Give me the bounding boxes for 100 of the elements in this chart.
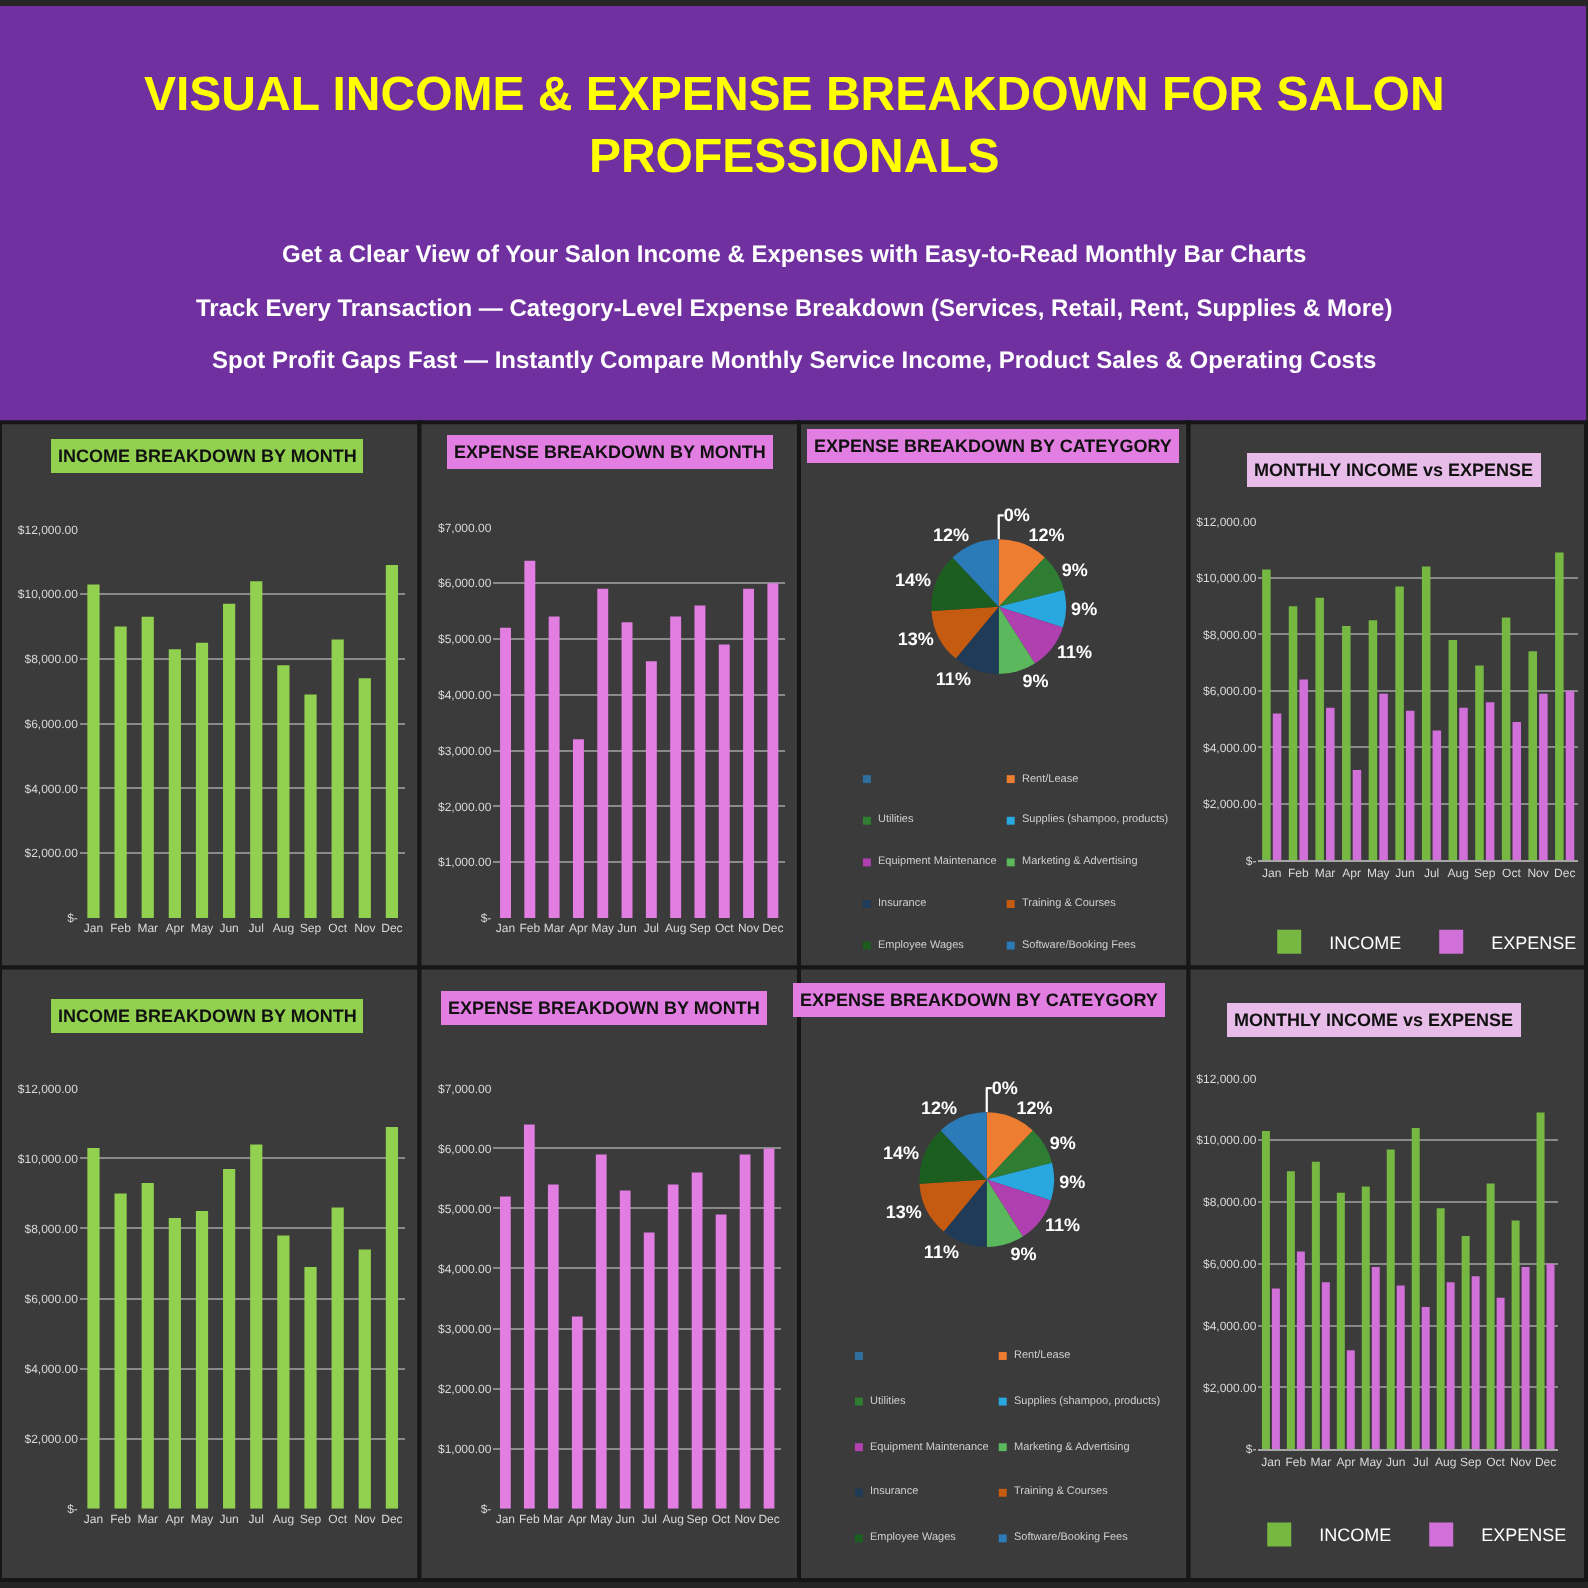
- bar: [1286, 1171, 1295, 1450]
- bar: [1448, 640, 1458, 861]
- data-label: 12%: [1016, 1098, 1053, 1119]
- bar: [168, 649, 181, 918]
- pie-slice: [919, 1130, 987, 1184]
- bar: [87, 584, 100, 918]
- chart-title: EXPENSE BREAKDOWN BY MONTH: [454, 442, 766, 462]
- bar: [1421, 566, 1431, 861]
- bar: [114, 1193, 127, 1509]
- bar: [548, 616, 560, 918]
- legend-label: EXPENSE: [1491, 932, 1577, 953]
- bar: [1405, 710, 1415, 861]
- data-label: 9%: [1022, 670, 1049, 691]
- bar: [223, 603, 236, 918]
- bar: [114, 626, 127, 918]
- bar: [331, 1207, 344, 1509]
- bar: [304, 694, 317, 918]
- data-label: 12%: [932, 525, 969, 546]
- bar: [499, 1196, 511, 1509]
- text: Spot Profit Gaps Fast — Instantly Compare Monthly Service Income, Product Sales & Operating Costs: [212, 346, 1377, 374]
- bar: [1296, 1251, 1305, 1450]
- bar: [1421, 1307, 1430, 1450]
- data-label: 9%: [1049, 1132, 1076, 1153]
- bar: [1471, 1276, 1480, 1450]
- data-label: 11%: [1045, 1214, 1081, 1235]
- text: VISUAL INCOME & EXPENSE BREAKDOWN FOR SALON PROFESSIONALS: [144, 68, 1445, 185]
- bar: [1261, 1130, 1270, 1450]
- bar: [1555, 552, 1564, 861]
- bar: [385, 1126, 399, 1509]
- bar: [571, 1316, 583, 1509]
- bar: [645, 661, 657, 918]
- legend-label: INCOME: [1329, 932, 1402, 953]
- bar: [694, 605, 706, 918]
- bar: [1272, 713, 1282, 861]
- bar: [1342, 625, 1351, 861]
- bar: [1501, 617, 1511, 861]
- text: EXPENSE BREAKDOWN BY CATEYGORY: [814, 436, 1172, 456]
- bar: [767, 583, 779, 918]
- bar: [195, 642, 209, 918]
- text: Get a Clear View of Your Salon Income & Expenses with Easy-to-Read Monthly Bar Charts: [282, 240, 1307, 268]
- pie-slice: [931, 606, 999, 659]
- pie-slice: [998, 606, 1035, 675]
- bar: [621, 622, 633, 918]
- bar: [250, 1144, 263, 1509]
- bar: [743, 588, 755, 918]
- pie-slice: [986, 1130, 1053, 1180]
- data-label: 14%: [883, 1143, 920, 1164]
- bar: [277, 665, 290, 918]
- bar: [331, 639, 344, 918]
- bar: [715, 1214, 727, 1509]
- chart-title: INCOME BREAKDOWN BY MONTH: [58, 446, 357, 466]
- pie-slice: [931, 557, 999, 611]
- bar: [1395, 586, 1404, 861]
- bar: [1336, 1192, 1345, 1450]
- bar: [1536, 1112, 1545, 1450]
- bar: [619, 1190, 631, 1509]
- pie-slice: [940, 1112, 987, 1180]
- data-label: 14%: [895, 570, 932, 591]
- bar: [1496, 1297, 1505, 1450]
- bar: [1511, 1220, 1520, 1450]
- data-label: 9%: [1061, 559, 1088, 580]
- bar: [1361, 1186, 1370, 1450]
- bar: [1379, 693, 1388, 861]
- bar: [277, 1235, 290, 1509]
- data-label: 12%: [1028, 525, 1065, 546]
- bar: [1486, 1183, 1495, 1450]
- bar: [1475, 665, 1484, 861]
- pie-slice: [986, 1112, 1033, 1180]
- bar: [1461, 1236, 1470, 1450]
- bar: [1459, 707, 1468, 861]
- bar: [1371, 1266, 1380, 1450]
- chart-title: MONTHLY INCOME vs EXPENSE: [1254, 460, 1534, 480]
- bar: [670, 616, 682, 918]
- bar: [141, 616, 154, 918]
- pie-slice: [919, 1179, 987, 1232]
- bar: [358, 678, 371, 918]
- bar: [141, 1182, 154, 1509]
- bar: [1436, 1208, 1445, 1450]
- bar: [1528, 651, 1537, 861]
- bar: [572, 739, 584, 918]
- data-label: 9%: [1059, 1171, 1086, 1192]
- text: 0%: [991, 1078, 1018, 1099]
- text: 0%: [1003, 505, 1030, 526]
- pie-slice: [986, 1179, 1023, 1247]
- pie-slice: [952, 539, 999, 607]
- bar: [523, 1124, 535, 1509]
- bar: [643, 1232, 655, 1509]
- bar: [1485, 702, 1495, 861]
- pie-slice: [955, 606, 999, 675]
- bar: [1315, 597, 1324, 861]
- bar: [524, 560, 536, 918]
- data-label: 9%: [1010, 1243, 1037, 1264]
- bar: [1432, 730, 1442, 861]
- bar: [1288, 606, 1298, 861]
- pie-slice: [943, 1179, 987, 1247]
- bar: [1326, 707, 1335, 861]
- bar: [1512, 721, 1522, 861]
- chart-title: INCOME BREAKDOWN BY MONTH: [58, 1006, 357, 1026]
- pie-slice: [998, 557, 1065, 607]
- data-label: 11%: [935, 668, 971, 689]
